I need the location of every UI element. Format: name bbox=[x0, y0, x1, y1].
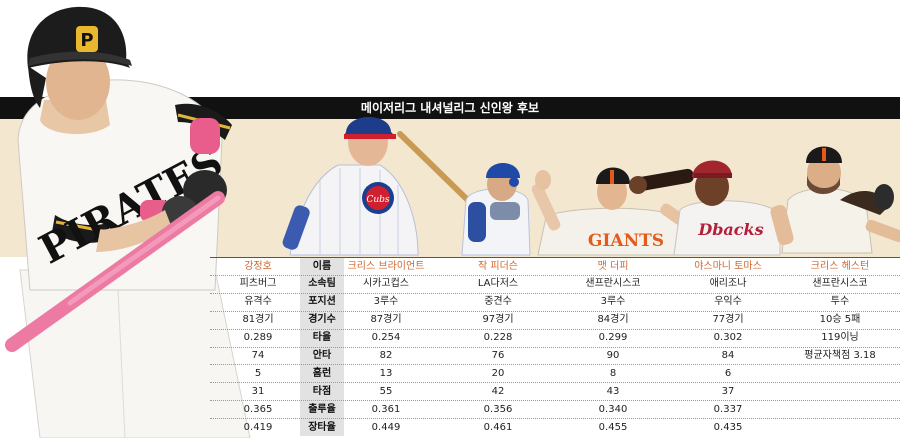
row-label: 소속팀 bbox=[308, 278, 336, 290]
stat-cell: 시카고컵스 bbox=[363, 278, 409, 290]
stat-cell: 0.435 bbox=[713, 421, 743, 433]
stat-cell: 평균자책점 3.18 bbox=[804, 350, 876, 361]
stat-cell: 0.302 bbox=[713, 332, 743, 344]
svg-text:Cubs: Cubs bbox=[366, 195, 389, 205]
row-divider bbox=[210, 346, 900, 348]
row-label: 안타 bbox=[312, 350, 332, 361]
photo-heston bbox=[770, 146, 900, 254]
stat-cell: 42 bbox=[491, 385, 505, 397]
row-label: 타점 bbox=[312, 385, 332, 397]
photo-tomas: Dbacks bbox=[629, 160, 781, 256]
player-name: 작 피더슨 bbox=[478, 260, 518, 272]
stat-cell: 37 bbox=[721, 385, 735, 397]
row-divider bbox=[210, 274, 900, 276]
stat-cell: 유격수 bbox=[244, 296, 272, 308]
stat-cell: 8 bbox=[609, 367, 617, 379]
stat-cell: 3루수 bbox=[373, 296, 399, 308]
stat-cell: 샌프란시스코 bbox=[585, 278, 641, 290]
player-name: 크리스 브라이언트 bbox=[347, 260, 425, 272]
player-name: 크리스 헤스턴 bbox=[810, 260, 870, 272]
row-label: 이름 bbox=[312, 260, 332, 272]
stat-cell: 31 bbox=[251, 385, 265, 397]
stat-cell: 0.254 bbox=[371, 332, 401, 344]
stat-cell: 10승 5패 bbox=[819, 314, 861, 326]
stat-cell: 0.455 bbox=[598, 421, 628, 433]
stat-cell bbox=[785, 401, 895, 418]
photo-duffy: GIANTS bbox=[531, 167, 696, 256]
stat-cell: 0.449 bbox=[371, 421, 401, 433]
infographic-title: 메이저리그 내셔널리그 신인왕 후보 bbox=[360, 101, 540, 115]
player-name: 맷 더피 bbox=[597, 260, 629, 272]
row-label: 장타율 bbox=[308, 421, 336, 433]
stat-cell bbox=[785, 365, 895, 382]
row-label: 포지션 bbox=[308, 296, 336, 308]
photo-bryant: Cubs bbox=[282, 117, 419, 256]
row-divider bbox=[210, 310, 900, 312]
stat-cell: 우익수 bbox=[714, 296, 742, 308]
stat-cell: 피츠버그 bbox=[239, 278, 277, 290]
row-label: 타율 bbox=[312, 332, 332, 344]
stat-cell: 0.228 bbox=[483, 332, 513, 344]
stat-cell: 97경기 bbox=[482, 314, 514, 326]
svg-text:GIANTS: GIANTS bbox=[588, 231, 664, 251]
stat-cell: 43 bbox=[606, 385, 620, 397]
stat-cell: 6 bbox=[724, 367, 732, 379]
stat-cell: 90 bbox=[606, 350, 620, 361]
photo-kang: PIRATES P bbox=[5, 6, 251, 438]
stat-cell: 0.356 bbox=[483, 403, 513, 415]
stat-cell: 82 bbox=[379, 350, 393, 361]
svg-text:P: P bbox=[80, 30, 93, 51]
stat-cell: 74 bbox=[251, 350, 265, 361]
row-divider bbox=[210, 364, 900, 366]
stat-cell: 119이닝 bbox=[821, 332, 859, 344]
photo-pederson bbox=[461, 163, 531, 256]
stat-cell: 76 bbox=[491, 350, 505, 361]
row-divider bbox=[210, 418, 900, 420]
row-divider bbox=[210, 400, 900, 402]
stat-cell: 애리조나 bbox=[709, 278, 747, 290]
row-divider bbox=[210, 328, 900, 330]
stat-cell: 20 bbox=[491, 367, 505, 379]
row-label: 경기수 bbox=[308, 314, 336, 326]
stat-cell: 0.337 bbox=[713, 403, 743, 415]
stat-cell: 샌프란시스코 bbox=[812, 278, 868, 290]
stat-cell: 투수 bbox=[830, 296, 850, 308]
stat-cell bbox=[785, 419, 895, 436]
table-top-rule bbox=[210, 257, 900, 258]
stat-cell: 87경기 bbox=[370, 314, 402, 326]
stat-cell: 0.299 bbox=[598, 332, 628, 344]
row-label: 홈런 bbox=[312, 367, 332, 379]
row-label: 출루율 bbox=[308, 403, 336, 415]
stat-cell: 55 bbox=[379, 385, 393, 397]
stat-cell: 3루수 bbox=[600, 296, 626, 308]
stat-cell: 13 bbox=[379, 367, 393, 379]
stat-cell: 0.461 bbox=[483, 421, 513, 433]
stat-cell: 84경기 bbox=[597, 314, 629, 326]
svg-text:Dbacks: Dbacks bbox=[697, 220, 763, 239]
player-name: 야스마니 토마스 bbox=[694, 260, 762, 272]
stat-cell: 5 bbox=[254, 367, 262, 379]
stat-cell: 0.340 bbox=[598, 403, 628, 415]
stat-cell: 81경기 bbox=[242, 314, 274, 326]
stat-cell: 0.361 bbox=[371, 403, 401, 415]
stat-cell: 0.289 bbox=[243, 332, 273, 344]
title-band bbox=[0, 97, 900, 119]
stat-cell: 0.365 bbox=[243, 403, 273, 415]
stat-cell: 0.419 bbox=[243, 421, 273, 433]
stat-cell: 84 bbox=[721, 350, 735, 361]
player-name: 강정호 bbox=[244, 260, 272, 272]
row-divider bbox=[210, 292, 900, 294]
stat-cell bbox=[785, 383, 895, 400]
stat-cell: 중견수 bbox=[484, 296, 512, 308]
stat-cell: LA다저스 bbox=[477, 278, 519, 290]
stat-cell: 77경기 bbox=[712, 314, 744, 326]
row-divider bbox=[210, 382, 900, 384]
